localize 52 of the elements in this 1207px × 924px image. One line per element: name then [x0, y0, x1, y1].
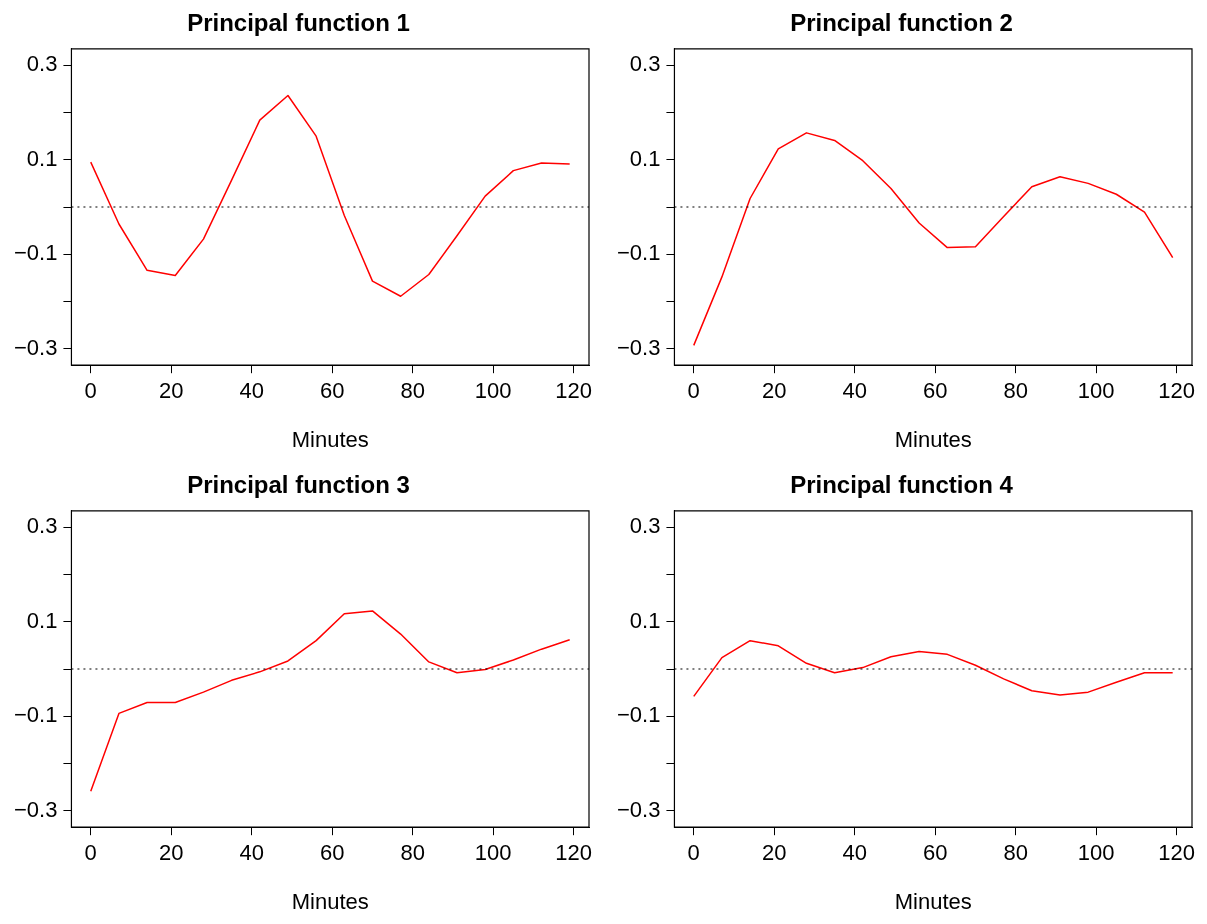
y-tick-label: 0.3: [26, 513, 58, 539]
y-tick-label: −0.1: [13, 240, 58, 266]
x-tick-label: 20: [762, 840, 787, 866]
x-tick-label: 100: [474, 378, 512, 404]
x-tick-label: 100: [474, 840, 512, 866]
x-tick-label: 40: [239, 378, 264, 404]
x-tick-label: 40: [239, 840, 264, 866]
y-tick-label: 0.1: [26, 145, 58, 171]
y-tick-label: −0.3: [13, 334, 58, 360]
x-tick-label: 80: [400, 378, 425, 404]
y-tick-label: 0.3: [26, 51, 58, 77]
x-tick-label: 80: [1003, 840, 1028, 866]
y-tick-label: −0.1: [13, 702, 58, 728]
x-axis-title: Minutes: [291, 888, 369, 914]
x-tick-label: 0: [84, 378, 97, 404]
x-tick-label: 120: [1158, 840, 1196, 866]
x-tick-label: 120: [555, 840, 593, 866]
x-tick-label: 120: [555, 378, 593, 404]
x-axis-title: Minutes: [291, 426, 369, 452]
x-tick-label: 80: [1003, 378, 1028, 404]
x-axis-title: Minutes: [894, 888, 972, 914]
x-tick-label: 0: [687, 840, 700, 866]
chart-title: Principal function 1: [187, 9, 410, 37]
x-tick-label: 40: [842, 840, 867, 866]
x-axis-title: Minutes: [894, 426, 972, 452]
x-tick-label: 100: [1077, 378, 1115, 404]
y-tick-label: −0.3: [616, 796, 661, 822]
y-tick-label: −0.1: [616, 240, 661, 266]
x-tick-label: 60: [319, 378, 345, 404]
x-tick-label: 0: [687, 378, 700, 404]
chart-title: Principal function 4: [790, 471, 1014, 499]
x-tick-label: 20: [159, 840, 184, 866]
x-tick-label: 20: [762, 378, 787, 404]
x-tick-label: 40: [842, 378, 867, 404]
y-tick-label: 0.1: [629, 145, 661, 171]
chart-title: Principal function 3: [187, 471, 410, 499]
y-tick-label: −0.1: [616, 702, 661, 728]
x-tick-label: 80: [400, 840, 425, 866]
x-tick-label: 60: [922, 840, 948, 866]
y-tick-label: 0.3: [629, 513, 661, 539]
chart-title: Principal function 2: [790, 9, 1013, 37]
x-tick-label: 100: [1077, 840, 1115, 866]
y-tick-label: 0.1: [26, 607, 58, 633]
y-tick-label: −0.3: [13, 796, 58, 822]
y-tick-label: −0.3: [616, 334, 661, 360]
x-tick-label: 0: [84, 840, 97, 866]
x-tick-label: 20: [159, 378, 184, 404]
x-tick-label: 60: [319, 840, 345, 866]
x-tick-label: 60: [922, 378, 948, 404]
y-tick-label: 0.1: [629, 607, 661, 633]
x-tick-label: 120: [1158, 378, 1196, 404]
y-tick-label: 0.3: [629, 51, 661, 77]
